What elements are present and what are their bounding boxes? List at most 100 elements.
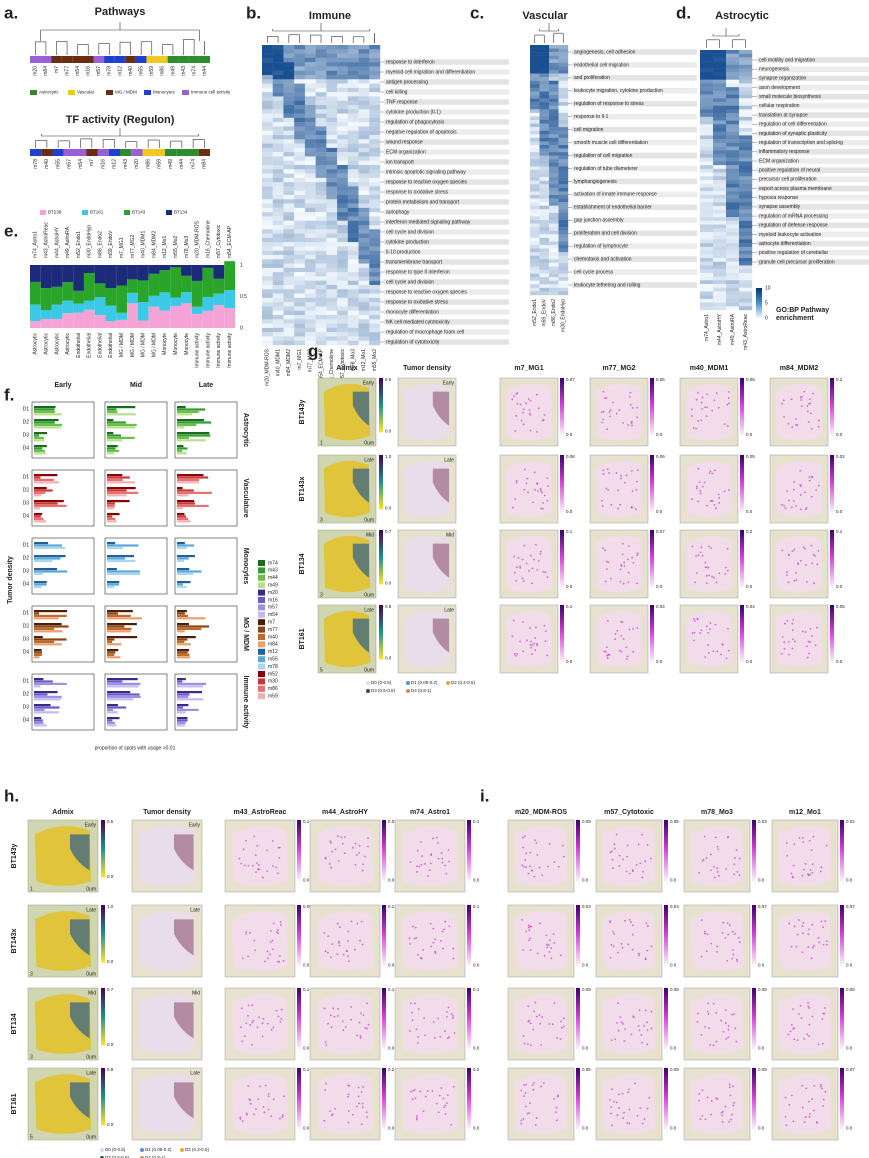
heat-cell [539, 145, 550, 149]
spot [530, 646, 533, 649]
spot [539, 487, 542, 490]
spot [701, 408, 704, 410]
spot [786, 854, 789, 857]
stack-segment [40, 318, 52, 328]
module-label: m54_ECM-AP [227, 225, 233, 258]
heat-cell [283, 147, 295, 153]
spot [541, 1016, 544, 1018]
column-title: m20_MDM-ROS [515, 809, 567, 816]
heat-cell [347, 250, 359, 256]
spot [358, 1102, 360, 1105]
stack-segment [51, 318, 63, 328]
box [34, 617, 59, 620]
spot [800, 399, 803, 401]
heat-cell [304, 45, 316, 50]
spot [650, 1027, 653, 1030]
heat-cell [262, 255, 273, 260]
heat-cell [713, 142, 727, 147]
spot [531, 567, 534, 570]
spot [409, 942, 411, 945]
heat-cell [262, 92, 273, 97]
heat-cell [558, 91, 569, 96]
spot [785, 1124, 788, 1126]
spot [787, 581, 790, 584]
colorbar [650, 530, 654, 588]
heat-cell [530, 187, 540, 192]
spot [344, 1026, 347, 1028]
spot [711, 575, 713, 578]
heat-cell [262, 207, 273, 213]
spot [701, 860, 704, 862]
heat-cell [549, 191, 559, 196]
colorbar-min: 0.0 [107, 1122, 114, 1127]
spot [240, 1007, 243, 1010]
heat-cell [713, 168, 727, 173]
spot [691, 498, 694, 500]
heat-cell [369, 70, 381, 76]
heat-cell [315, 105, 327, 110]
module-label: m77_MG2 [308, 349, 314, 373]
heat-cell [294, 143, 306, 149]
heat-cell [326, 237, 338, 243]
spot [802, 868, 805, 871]
column-title: m44_AstroHY [322, 809, 368, 816]
heat-cell [726, 102, 740, 106]
heat-cell [304, 315, 316, 320]
section-id: 5 [320, 667, 323, 673]
spot [525, 866, 528, 869]
box [107, 656, 121, 659]
heat-cell [326, 302, 338, 307]
box [177, 481, 199, 484]
heat-cell [358, 225, 370, 230]
term-label: axon development [759, 85, 800, 91]
spot [631, 490, 634, 492]
heat-cell [315, 297, 327, 303]
heat-cell [539, 73, 550, 78]
heat-cell [530, 84, 540, 89]
spot [808, 1023, 811, 1026]
scale-label: 0um [364, 517, 374, 523]
spot [240, 1026, 243, 1029]
heat-cell [262, 272, 273, 277]
box [34, 570, 68, 573]
spot [628, 1122, 631, 1125]
spot [715, 507, 717, 510]
heat-cell [713, 150, 727, 155]
heat-cell [337, 186, 349, 191]
spot [809, 869, 812, 871]
term-band [572, 217, 697, 224]
heat-cell [558, 152, 569, 156]
row-label: Monocytes [242, 548, 249, 585]
spot [631, 933, 634, 936]
heat-cell [539, 216, 550, 221]
spot [818, 941, 821, 944]
heat-cell [726, 180, 740, 184]
heat-cell [347, 66, 359, 71]
heat-cell [726, 57, 740, 62]
heat-cell [326, 225, 338, 230]
term-band [757, 130, 869, 137]
colorbar-max: 0.07 [846, 1067, 855, 1072]
colorbar-min: 0.0 [758, 1045, 765, 1050]
heat-cell [369, 117, 381, 123]
group-label: Monocyte [162, 333, 168, 355]
heat-cell [326, 220, 338, 226]
heat-cell [726, 202, 740, 207]
heat-cell [539, 59, 550, 64]
heat-cell [283, 53, 295, 59]
column-title: Tumor density [403, 365, 451, 372]
spot [729, 1118, 732, 1121]
heat-cell [530, 227, 540, 231]
spot [728, 402, 731, 405]
heat-cell [726, 298, 740, 303]
heat-cell [315, 237, 327, 243]
heat-cell [739, 232, 753, 236]
spot [515, 479, 518, 482]
level-label: D3 [23, 432, 30, 438]
spot [609, 415, 611, 418]
heat-cell [739, 276, 753, 281]
spot [736, 960, 739, 963]
heat-cell [337, 152, 349, 157]
heat-cell [326, 177, 338, 183]
heat-cell [558, 280, 569, 285]
